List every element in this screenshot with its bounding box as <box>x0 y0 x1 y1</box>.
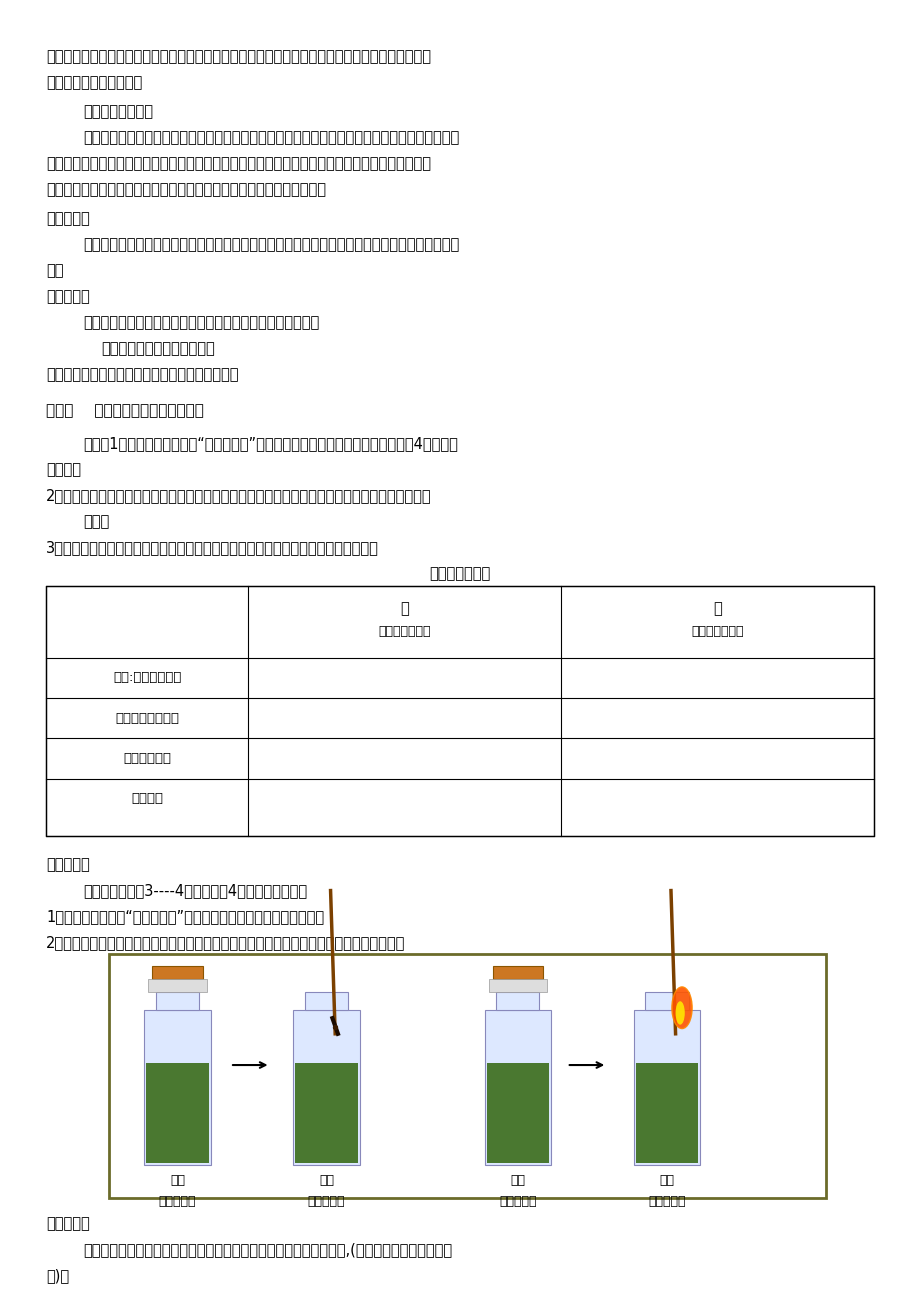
Text: 以外，还可以用什么材料来验证植物的呼吸作用中是否释放二氧化碳呢？: 以外，还可以用什么材料来验证植物的呼吸作用中是否释放二氧化碳呢？ <box>46 182 325 198</box>
Text: 教师活动：: 教师活动： <box>46 289 90 305</box>
Text: 乙瓶: 乙瓶 <box>510 1174 525 1187</box>
Text: 新鲜的植物: 新鲜的植物 <box>159 1195 196 1208</box>
Bar <box>484 1010 550 1165</box>
Bar <box>146 1062 209 1163</box>
Text: 忆)。: 忆)。 <box>46 1268 69 1284</box>
Text: 新鲜的植物: 新鲜的植物 <box>308 1195 345 1208</box>
Text: 参考表格如下：: 参考表格如下： <box>429 566 490 582</box>
Text: 学生活动：: 学生活动： <box>46 211 90 227</box>
Text: 瓶中氧气的多、少: 瓶中氧气的多、少 <box>115 712 179 724</box>
Bar <box>153 966 202 979</box>
Text: 教师：回答正确。: 教师：回答正确。 <box>83 104 153 120</box>
Text: 作用会利用二氧化碳，这样袋内二氧化碳含量少，不能使澄清的石灰水变浑浚，因此就不能证明植物: 作用会利用二氧化碳，这样袋内二氧化碳含量少，不能使澄清的石灰水变浑浚，因此就不能… <box>46 49 430 65</box>
Text: 烫过的植物: 烫过的植物 <box>499 1195 536 1208</box>
Text: 现象:蜡烛是否息灯: 现象:蜡烛是否息灯 <box>113 672 181 684</box>
Text: 动越旺盛，呼吸作用就越强。植物一旦死亡，呼吸作用就结束。所以，除了上述的用菜叶来进行实验: 动越旺盛，呼吸作用就越强。植物一旦死亡，呼吸作用就结束。所以，除了上述的用菜叶来… <box>46 156 430 172</box>
Bar <box>144 1010 210 1165</box>
Text: 甲瓶: 甲瓶 <box>319 1174 334 1187</box>
Text: 学生阅读课文。3----4分钟，然后4人一组合作实验。: 学生阅读课文。3----4分钟，然后4人一组合作实验。 <box>83 883 307 898</box>
Text: 2、拿掉瓶盖，分别及时将燃烧的小棒伸入甲、乙瓶中，观察发生的现象。并记录在表格中。: 2、拿掉瓶盖，分别及时将燃烧的小棒伸入甲、乙瓶中，观察发生的现象。并记录在表格中… <box>46 935 405 950</box>
Text: 呼吸作用产生二氧化碳。: 呼吸作用产生二氧化碳。 <box>46 76 142 91</box>
Text: 教师：1、介绍实验要求，将“实验装置三”图，用课件展示在屏幕上，然后要求学生4人一组进: 教师：1、介绍实验要求，将“实验装置三”图，用课件展示在屏幕上，然后要求学生4人… <box>83 436 457 452</box>
Text: 甲: 甲 <box>400 602 409 617</box>
Text: 3、要求学生自己设计实验，观察实验现象，设计表格，并将实验现象记录在表格中。: 3、要求学生自己设计实验，观察实验现象，设计表格，并将实验现象记录在表格中。 <box>46 540 379 556</box>
Point <box>327 1017 342 1038</box>
Ellipse shape <box>671 987 691 1029</box>
Text: 认真听取学生的汇报，和学生一起进行分析和讨论这个问题。: 认真听取学生的汇报，和学生一起进行分析和讨论这个问题。 <box>83 315 319 331</box>
Text: 2、讲解实验原理：没有氧气不能燃烧，可用点燃的小木棍（或火柴棒）插入广口瓶中检验瓶中有无: 2、讲解实验原理：没有氧气不能燃烧，可用点燃的小木棍（或火柴棒）插入广口瓶中检验… <box>46 488 431 504</box>
Bar <box>148 979 207 992</box>
Text: 乙: 乙 <box>712 602 721 617</box>
Text: 教师巡回指导。然后，将此实验过程，做成动画的形式在屏幕上展示,(增加学生的感性认识和记: 教师巡回指导。然后，将此实验过程，做成动画的形式在屏幕上展示,(增加学生的感性认… <box>83 1242 451 1258</box>
Bar <box>493 966 542 979</box>
Text: （新鲜的植物）: （新鲜的植物） <box>378 625 431 638</box>
Text: 学生活动：: 学生活动： <box>46 857 90 872</box>
Text: 教师：上述实验是用叶来作实验材料的。植物体所有的活细胞都能进行呼吸作用；植物细胞生命活: 教师：上述实验是用叶来作实验材料的。植物体所有的活细胞都能进行呼吸作用；植物细胞… <box>83 130 459 146</box>
Text: 实验二    植物的呼吸作用需要氧气。: 实验二 植物的呼吸作用需要氧气。 <box>46 404 204 419</box>
Text: 教师活动：: 教师活动： <box>46 1216 90 1232</box>
Ellipse shape <box>675 1001 684 1025</box>
Bar <box>635 1062 698 1163</box>
Text: 学生齐声回答：植物的呼吸作用产生了二氧化碳。: 学生齐声回答：植物的呼吸作用产生了二氧化碳。 <box>46 367 238 383</box>
Bar <box>108 954 825 1198</box>
Bar <box>305 992 347 1010</box>
Text: 实验结论: 实验结论 <box>131 793 163 805</box>
Text: 问：你们的实验结论是什么？: 问：你们的实验结论是什么？ <box>101 341 215 357</box>
Bar <box>496 992 539 1010</box>
Text: 甲瓶: 甲瓶 <box>170 1174 185 1187</box>
Text: 行实验。: 行实验。 <box>46 462 81 478</box>
Text: 各小组讨论后回答，有的说用种子，有的说用果实，有的说用盆栽植物的茎和叶等生命力旺盛的器: 各小组讨论后回答，有的说用种子，有的说用果实，有的说用盆栽植物的茎和叶等生命力旺… <box>83 237 459 253</box>
Bar <box>633 1010 699 1165</box>
Text: （煮熊的植物）: （煮熊的植物） <box>690 625 743 638</box>
Bar <box>295 1062 357 1163</box>
Text: 1、各小组将自备的“实验装置三”放在实验台的中央，去掉黑塑料袋。: 1、各小组将自备的“实验装置三”放在实验台的中央，去掉黑塑料袋。 <box>46 909 323 924</box>
Text: 氧气。: 氧气。 <box>83 514 109 530</box>
Text: 官。: 官。 <box>46 263 63 279</box>
Text: 烫过的植物: 烫过的植物 <box>648 1195 685 1208</box>
Text: 分析实验结果: 分析实验结果 <box>123 753 171 764</box>
Bar <box>486 1062 549 1163</box>
Bar <box>156 992 199 1010</box>
Bar <box>645 992 687 1010</box>
Bar <box>293 1010 359 1165</box>
Text: 乙瓶: 乙瓶 <box>659 1174 674 1187</box>
Bar <box>488 979 547 992</box>
Bar <box>46 586 873 836</box>
